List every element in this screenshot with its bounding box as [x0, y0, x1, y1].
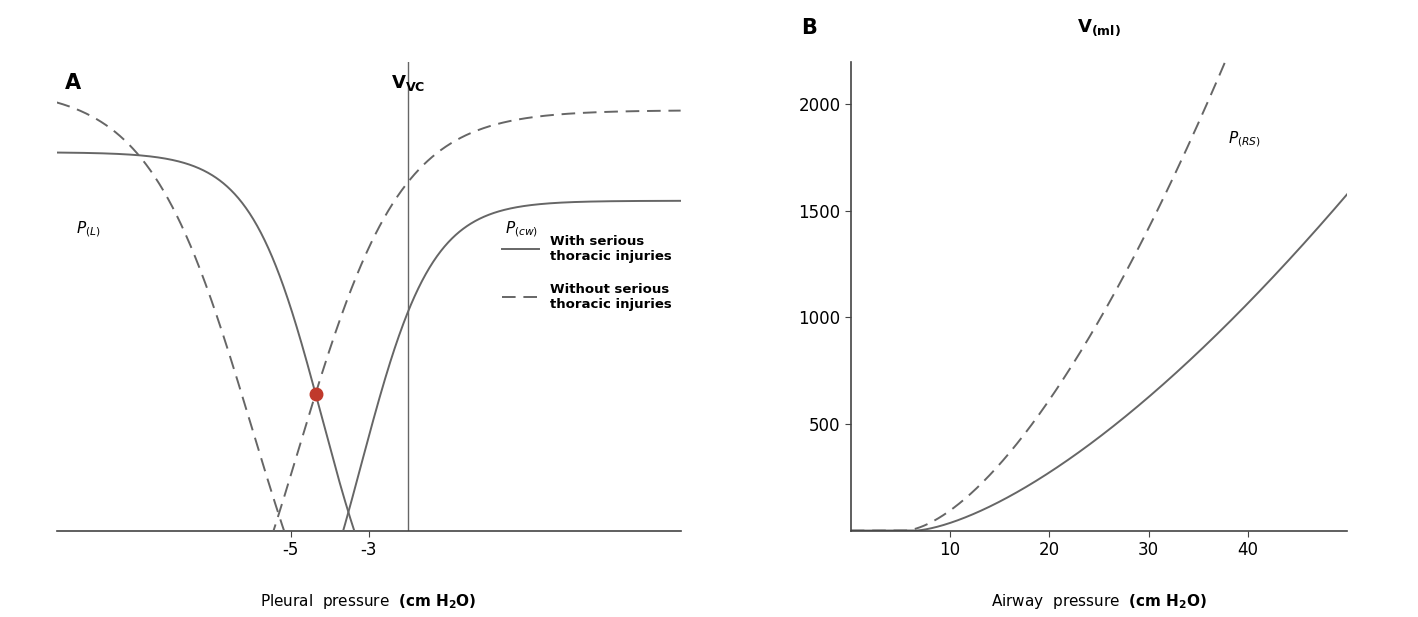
Text: $P_{(cw)}$: $P_{(cw)}$: [505, 220, 539, 239]
Text: Pleural  pressure  $\mathbf{(cm\ H_2O)}$: Pleural pressure $\mathbf{(cm\ H_2O)}$: [261, 592, 476, 611]
Text: $P_{(L)}$: $P_{(L)}$: [77, 220, 101, 239]
Text: Airway  pressure  $\mathbf{(cm\ H_2O)}$: Airway pressure $\mathbf{(cm\ H_2O)}$: [991, 592, 1207, 611]
Text: $\mathbf{V_{VC}}$: $\mathbf{V_{VC}}$: [390, 73, 425, 93]
Text: $P_{(RS)}$: $P_{(RS)}$: [1228, 130, 1261, 149]
Text: $\mathbf{V_{(ml)}}$: $\mathbf{V_{(ml)}}$: [1076, 18, 1122, 38]
Text: A: A: [64, 73, 81, 93]
Text: B: B: [801, 19, 817, 38]
Legend: With serious
thoracic injuries, Without serious
thoracic injuries: With serious thoracic injuries, Without …: [498, 230, 676, 316]
